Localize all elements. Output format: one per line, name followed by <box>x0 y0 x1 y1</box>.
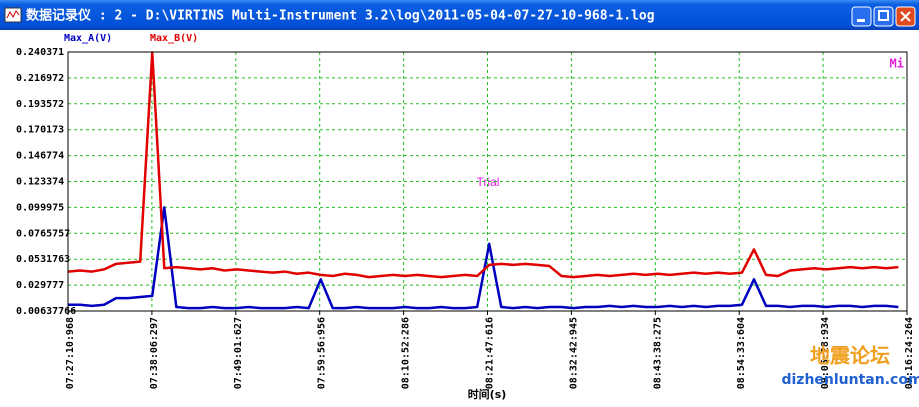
y-tick-label: 0.123374 <box>16 177 64 188</box>
plot-frame <box>67 51 908 312</box>
title-bar <box>0 0 919 30</box>
x-tick-label: 07:59:56:956 <box>317 317 328 389</box>
legend-entry: Max_B(V) <box>150 33 198 44</box>
x-tick-label: 08:32:42:945 <box>568 317 579 389</box>
y-tick-label: 0.00637766 <box>16 306 76 317</box>
x-tick-label: 09:16:24:264 <box>904 317 915 389</box>
y-tick-label: 0.0531763 <box>16 254 70 265</box>
y-tick-label: 0.240371 <box>16 47 64 58</box>
y-tick-label: 0.146774 <box>16 151 64 162</box>
y-tick-label: 0.170173 <box>16 125 64 136</box>
chart: Trial Mi 0.00637766 0.029777 0.0531763 0.0765… <box>16 33 919 401</box>
x-tick-label: 08:21:47:616 <box>485 317 496 389</box>
app-icon-glyph <box>6 10 20 19</box>
x-axis-label: 时间(s) <box>468 387 507 401</box>
watermark-trial: Trial <box>477 175 500 189</box>
window-title: 数据记录仪 : 2 - D:\VIRTINS Multi-Instrument … <box>26 8 655 24</box>
series-line <box>68 206 899 310</box>
app-icon <box>4 7 22 23</box>
minimize-glyph <box>857 19 865 22</box>
y-tick-label: 0.029777 <box>16 280 64 291</box>
x-tick-label: 07:27:10:968 <box>65 317 76 389</box>
x-tick-label: 08:43:38:275 <box>652 317 663 389</box>
x-tick-label: 08:10:52:286 <box>401 317 412 389</box>
mi-label: Mi <box>890 57 904 71</box>
watermark-url: dizhenluntan.com <box>781 372 919 388</box>
x-tick-label: 08:54:33:604 <box>736 317 747 389</box>
x-tick-label: 09:05:28:934 <box>820 317 831 389</box>
maximize-glyph <box>878 10 889 21</box>
minimize-button[interactable] <box>851 6 872 27</box>
close-glyph <box>900 11 911 22</box>
x-tick-label: 07:49:01:627 <box>233 317 244 389</box>
y-tick-label: 0.099975 <box>16 202 64 213</box>
series-line <box>67 51 899 279</box>
maximize-button[interactable] <box>873 6 894 27</box>
watermark-cn: 地震论坛 <box>810 344 890 368</box>
y-tick-label: 0.0765757 <box>16 228 70 239</box>
x-tick-label: 07:38:06:297 <box>149 317 160 389</box>
y-tick-label: 0.193572 <box>16 99 64 110</box>
y-tick-label: 0.216972 <box>16 73 64 84</box>
legend-entry: Max_A(V) <box>64 33 112 44</box>
